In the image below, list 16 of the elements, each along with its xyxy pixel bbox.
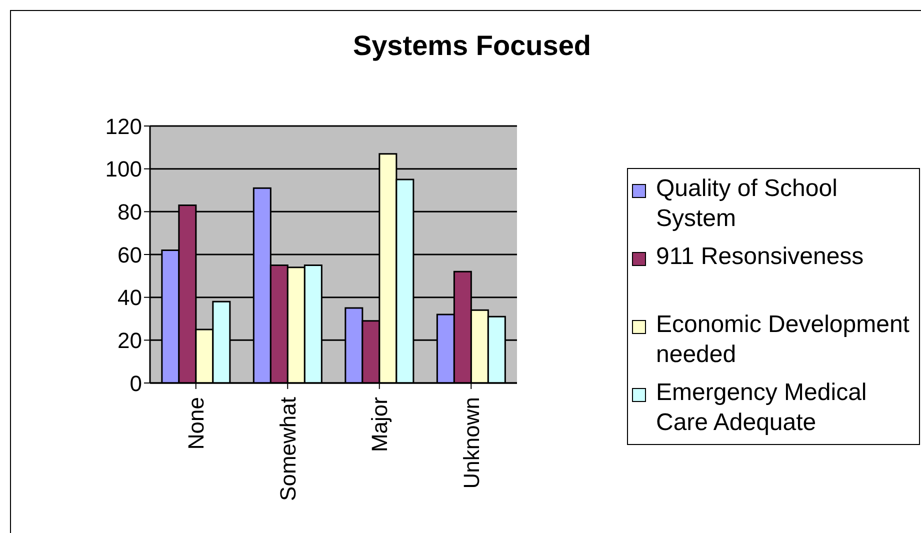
x-tick-label: Major	[367, 397, 392, 452]
y-tick-label: 20	[118, 328, 142, 353]
legend-label: Quality of School System	[656, 174, 838, 234]
y-tick-label: 100	[105, 156, 142, 182]
legend-label: Emergency Medical Care Adequate	[656, 378, 868, 438]
x-tick-label: Unknown	[458, 397, 484, 489]
x-tick-label: None	[184, 397, 209, 450]
legend-label: Economic Development needed	[656, 310, 910, 370]
chart-title: Systems Focused	[352, 30, 592, 62]
y-tick-label: 120	[105, 114, 142, 139]
legend-label: 911 Resonsiveness	[656, 242, 865, 272]
y-tick-label: 40	[118, 285, 142, 310]
y-tick-label: 60	[118, 242, 142, 268]
x-tick-label: Somewhat	[275, 397, 300, 501]
y-tick-label: 0	[130, 370, 142, 396]
y-tick-label: 80	[118, 199, 142, 224]
